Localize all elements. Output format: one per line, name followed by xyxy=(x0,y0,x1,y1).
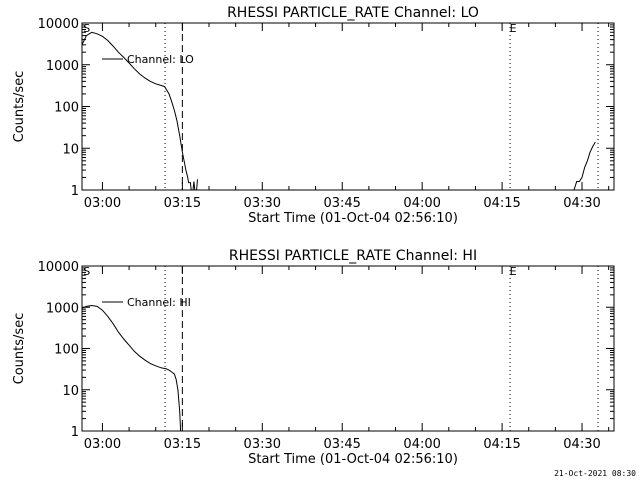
y-tick-label: 1000 xyxy=(46,59,79,74)
event-marker-label: S xyxy=(83,265,90,278)
x-tick-label: 03:30 xyxy=(244,437,281,452)
event-marker-label: E xyxy=(510,265,517,278)
x-tick-label: 04:00 xyxy=(403,437,440,452)
x-tick-label: 04:15 xyxy=(483,196,520,211)
x-tick-label: 03:15 xyxy=(164,196,201,211)
x-tick-label: 03:00 xyxy=(84,437,121,452)
series-line xyxy=(81,31,198,191)
x-tick-label: 04:30 xyxy=(563,196,600,211)
chart-panel-2: RHESSI PARTICLE_RATE Channel: HI 03:00 03:… xyxy=(12,248,615,467)
x-tick-label: 04:30 xyxy=(563,437,600,452)
y-tick-label: 1000 xyxy=(46,301,79,316)
series-line xyxy=(81,304,182,432)
y-tick-label: 10000 xyxy=(38,17,79,32)
legend-label: Channel: LO xyxy=(127,53,194,66)
plot-frame xyxy=(81,22,615,191)
event-marker-label: S xyxy=(83,22,90,35)
y-tick-label: 10 xyxy=(62,142,79,157)
x-axis-label: Start Time (01-Oct-04 02:56:10) xyxy=(248,211,458,226)
plot-frame xyxy=(81,265,615,432)
x-tick-label: 03:45 xyxy=(323,196,360,211)
y-axis-label: Counts/sec xyxy=(12,313,27,385)
y-tick-label: 1 xyxy=(71,425,79,440)
chart-title: RHESSI PARTICLE_RATE Channel: HI xyxy=(229,248,477,264)
x-tick-label: 03:30 xyxy=(244,196,281,211)
plot-timestamp: 21-Oct-2021 08:30 xyxy=(554,469,636,478)
series-line xyxy=(566,141,596,191)
y-tick-label: 10000 xyxy=(38,260,79,275)
x-tick-label: 03:45 xyxy=(323,437,360,452)
x-tick-label: 03:15 xyxy=(164,437,201,452)
event-marker-label: E xyxy=(510,22,517,35)
x-tick-label: 04:15 xyxy=(483,437,520,452)
chart-panel-1: RHESSI PARTICLE_RATE Channel: LO 03:00 03:… xyxy=(12,5,615,226)
y-tick-label: 100 xyxy=(54,343,79,358)
y-tick-label: 100 xyxy=(54,101,79,116)
x-tick-label: 03:00 xyxy=(84,196,121,211)
chart-title: RHESSI PARTICLE_RATE Channel: LO xyxy=(227,5,479,21)
x-tick-label: 04:00 xyxy=(403,196,440,211)
y-tick-label: 10 xyxy=(62,384,79,399)
y-tick-label: 1 xyxy=(71,184,79,199)
x-axis-label: Start Time (01-Oct-04 02:56:10) xyxy=(248,452,458,467)
legend-label: Channel: HI xyxy=(127,296,191,309)
y-axis-label: Counts/sec xyxy=(12,71,27,143)
